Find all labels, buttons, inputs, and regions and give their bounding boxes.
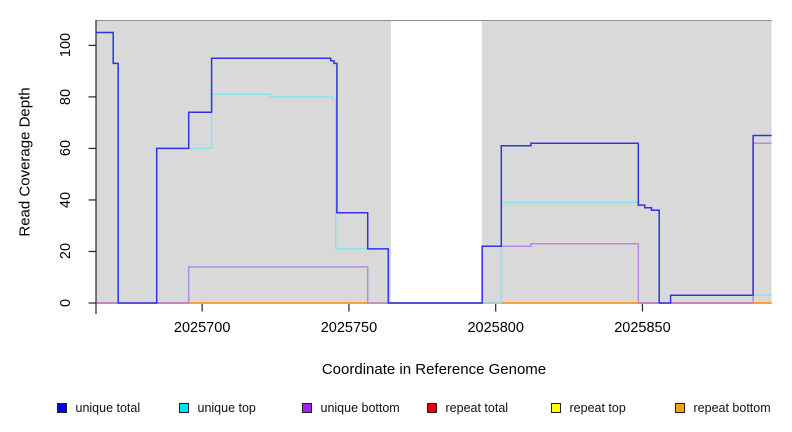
y-axis-title: Read Coverage Depth <box>16 87 34 237</box>
legend-item: repeat top <box>551 401 626 415</box>
x-tick-label: 2025700 <box>173 320 231 336</box>
shaded-region <box>481 20 772 304</box>
legend-item: unique total <box>57 401 140 415</box>
y-tick-label: 100 <box>58 33 74 58</box>
legend-swatch-unique-total <box>57 403 67 413</box>
legend-item: repeat bottom <box>675 401 771 415</box>
legend-item: unique bottom <box>302 401 400 415</box>
legend-item-label: repeat total <box>445 400 509 415</box>
x-axis-title: Coordinate in Reference Genome <box>321 361 547 378</box>
legend-item-label: unique top <box>197 400 256 415</box>
y-tick-label: 60 <box>58 140 74 157</box>
legend-swatch-repeat-top <box>551 403 561 413</box>
legend-item-label: repeat bottom <box>693 400 771 415</box>
legend-item-label: unique bottom <box>320 400 400 415</box>
x-tick-label: 2025850 <box>614 320 671 336</box>
y-tick-label: 80 <box>58 88 74 105</box>
y-tick-label: 0 <box>58 298 74 308</box>
x-tick-label: 2025800 <box>467 320 524 336</box>
shaded-region <box>96 20 391 304</box>
legend-item-label: unique total <box>75 400 141 415</box>
legend-item: unique top <box>179 401 256 415</box>
legend-item: repeat total <box>427 401 508 415</box>
series-unique-bottom <box>96 142 772 304</box>
series-unique-total <box>96 31 772 304</box>
x-tick-label: 2025750 <box>320 320 378 336</box>
legend-item-label: repeat top <box>569 400 626 415</box>
legend-swatch-unique-bottom <box>302 403 312 413</box>
legend-swatch-unique-top <box>179 403 189 413</box>
y-tick-label: 20 <box>58 243 74 260</box>
y-tick-label: 40 <box>58 191 74 209</box>
legend-swatch-repeat-total <box>427 403 437 413</box>
legend-swatch-repeat-bottom <box>675 403 685 413</box>
